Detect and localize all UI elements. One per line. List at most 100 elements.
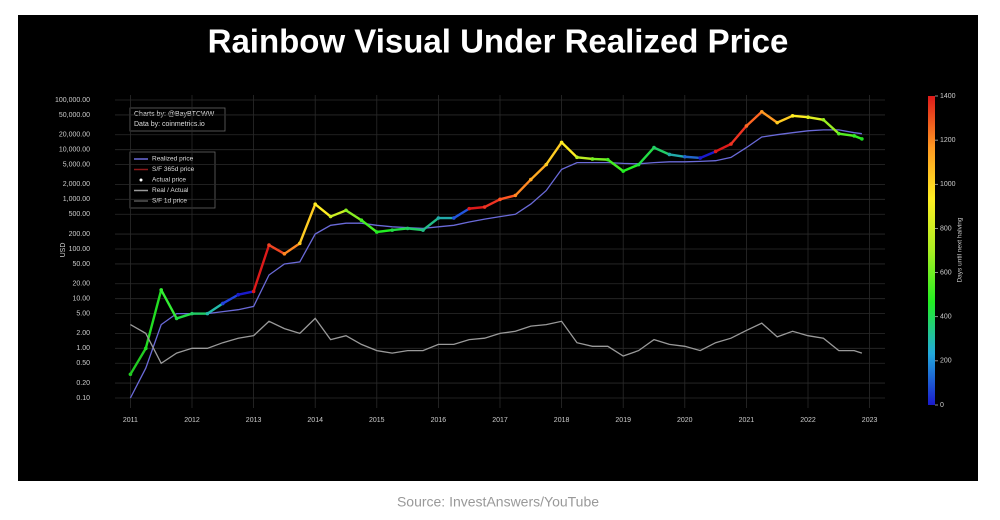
price-point bbox=[790, 114, 795, 118]
price-segment bbox=[499, 194, 516, 201]
y-tick-label: 1,000.00 bbox=[63, 196, 90, 203]
annotation: Charts by: @BayBTCWW bbox=[134, 111, 215, 118]
price-segment bbox=[592, 157, 608, 161]
price-point bbox=[205, 311, 210, 316]
price-segment bbox=[792, 114, 809, 119]
legend-box bbox=[129, 151, 216, 209]
price-segment bbox=[699, 150, 717, 160]
colorbar-label: Days until next halving bbox=[957, 217, 964, 282]
x-tick-label: 2017 bbox=[492, 417, 508, 424]
x-tick-label: 2015 bbox=[369, 417, 385, 424]
price-segment bbox=[669, 153, 685, 158]
price-point bbox=[128, 372, 133, 377]
price-segment bbox=[715, 142, 732, 153]
price-point bbox=[359, 218, 364, 223]
price-point bbox=[837, 131, 841, 136]
price-point bbox=[652, 145, 656, 150]
x-tick-label: 2013 bbox=[246, 417, 262, 424]
price-point bbox=[174, 316, 179, 321]
series-line bbox=[129, 129, 862, 399]
y-tick-label: 50,000.00 bbox=[59, 112, 90, 119]
price-point bbox=[713, 149, 718, 154]
y-tick-label: 5,000.00 bbox=[63, 161, 90, 168]
y-tick-label: 10,000.00 bbox=[59, 147, 90, 154]
price-point bbox=[190, 311, 194, 316]
y-axis-label: USD bbox=[60, 243, 67, 258]
price-segment bbox=[776, 114, 794, 124]
price-segment bbox=[392, 227, 408, 232]
y-tick-label: 100.00 bbox=[69, 246, 91, 253]
price-point bbox=[344, 208, 348, 213]
legend-label: Actual price bbox=[152, 177, 186, 184]
price-point bbox=[421, 228, 425, 232]
price-point bbox=[328, 214, 333, 219]
y-tick-label: 20.00 bbox=[72, 281, 90, 288]
price-segment bbox=[176, 312, 193, 320]
x-tick-label: 2021 bbox=[739, 417, 755, 424]
y-tick-label: 2.00 bbox=[76, 330, 90, 337]
y-tick-label: 50.00 bbox=[72, 261, 90, 268]
colorbar bbox=[928, 96, 935, 405]
price-point bbox=[436, 216, 441, 220]
legend-swatch bbox=[139, 178, 143, 182]
price-point bbox=[621, 169, 625, 173]
y-tick-label: 100,000.00 bbox=[55, 97, 90, 104]
y-tick-label: 0.50 bbox=[76, 360, 90, 367]
price-segment bbox=[314, 203, 332, 218]
price-segment bbox=[330, 209, 347, 218]
y-tick-label: 10.00 bbox=[72, 296, 90, 303]
colorbar-tick-label: 1000 bbox=[940, 181, 956, 188]
x-tick-label: 2012 bbox=[184, 417, 200, 424]
x-tick-label: 2016 bbox=[431, 417, 447, 424]
price-point bbox=[775, 120, 779, 125]
price-segment bbox=[407, 227, 424, 232]
legend-label: S/F 1d price bbox=[152, 198, 187, 205]
price-point bbox=[313, 202, 318, 206]
legend-label: Real / Actual bbox=[152, 187, 189, 194]
price-segment bbox=[745, 110, 763, 127]
price-point bbox=[251, 289, 256, 294]
y-tick-label: 500.00 bbox=[69, 211, 91, 218]
y-tick-label: 20,000.00 bbox=[59, 132, 90, 139]
price-segment bbox=[653, 146, 670, 156]
price-point bbox=[282, 252, 287, 256]
y-tick-label: 0.10 bbox=[76, 395, 90, 402]
price-segment bbox=[360, 219, 378, 233]
price-point bbox=[267, 243, 271, 247]
price-segment bbox=[222, 293, 239, 305]
series-line bbox=[130, 317, 863, 365]
price-point bbox=[590, 157, 595, 161]
price-point bbox=[298, 241, 302, 246]
price-segment bbox=[607, 158, 624, 173]
price-segment bbox=[730, 125, 748, 145]
x-tick-label: 2014 bbox=[307, 417, 323, 424]
price-point bbox=[698, 156, 702, 160]
price-point bbox=[760, 109, 764, 114]
price-point bbox=[806, 115, 810, 120]
price-point bbox=[606, 157, 610, 162]
y-tick-label: 200.00 bbox=[69, 231, 91, 238]
price-segment bbox=[838, 132, 855, 138]
x-tick-label: 2019 bbox=[615, 417, 631, 424]
price-segment bbox=[376, 228, 393, 234]
colorbar-tick-label: 0 bbox=[940, 402, 944, 409]
price-point bbox=[159, 288, 163, 292]
price-segment bbox=[514, 178, 532, 197]
price-segment bbox=[283, 242, 301, 255]
y-tick-label: 5.00 bbox=[76, 310, 90, 317]
price-point bbox=[821, 117, 826, 122]
y-tick-label: 2,000.00 bbox=[63, 181, 90, 188]
x-tick-label: 2023 bbox=[862, 417, 878, 424]
legend-label: S/F 365d price bbox=[152, 166, 195, 173]
price-point bbox=[852, 134, 856, 138]
price-segment bbox=[206, 302, 224, 315]
price-point bbox=[729, 142, 733, 146]
price-point bbox=[513, 193, 518, 198]
price-segment bbox=[545, 141, 563, 166]
colorbar-tick-label: 800 bbox=[940, 225, 952, 232]
colorbar-tick-label: 400 bbox=[940, 314, 952, 321]
price-segment bbox=[822, 118, 840, 135]
x-tick-label: 2022 bbox=[800, 417, 816, 424]
price-point bbox=[236, 292, 240, 297]
